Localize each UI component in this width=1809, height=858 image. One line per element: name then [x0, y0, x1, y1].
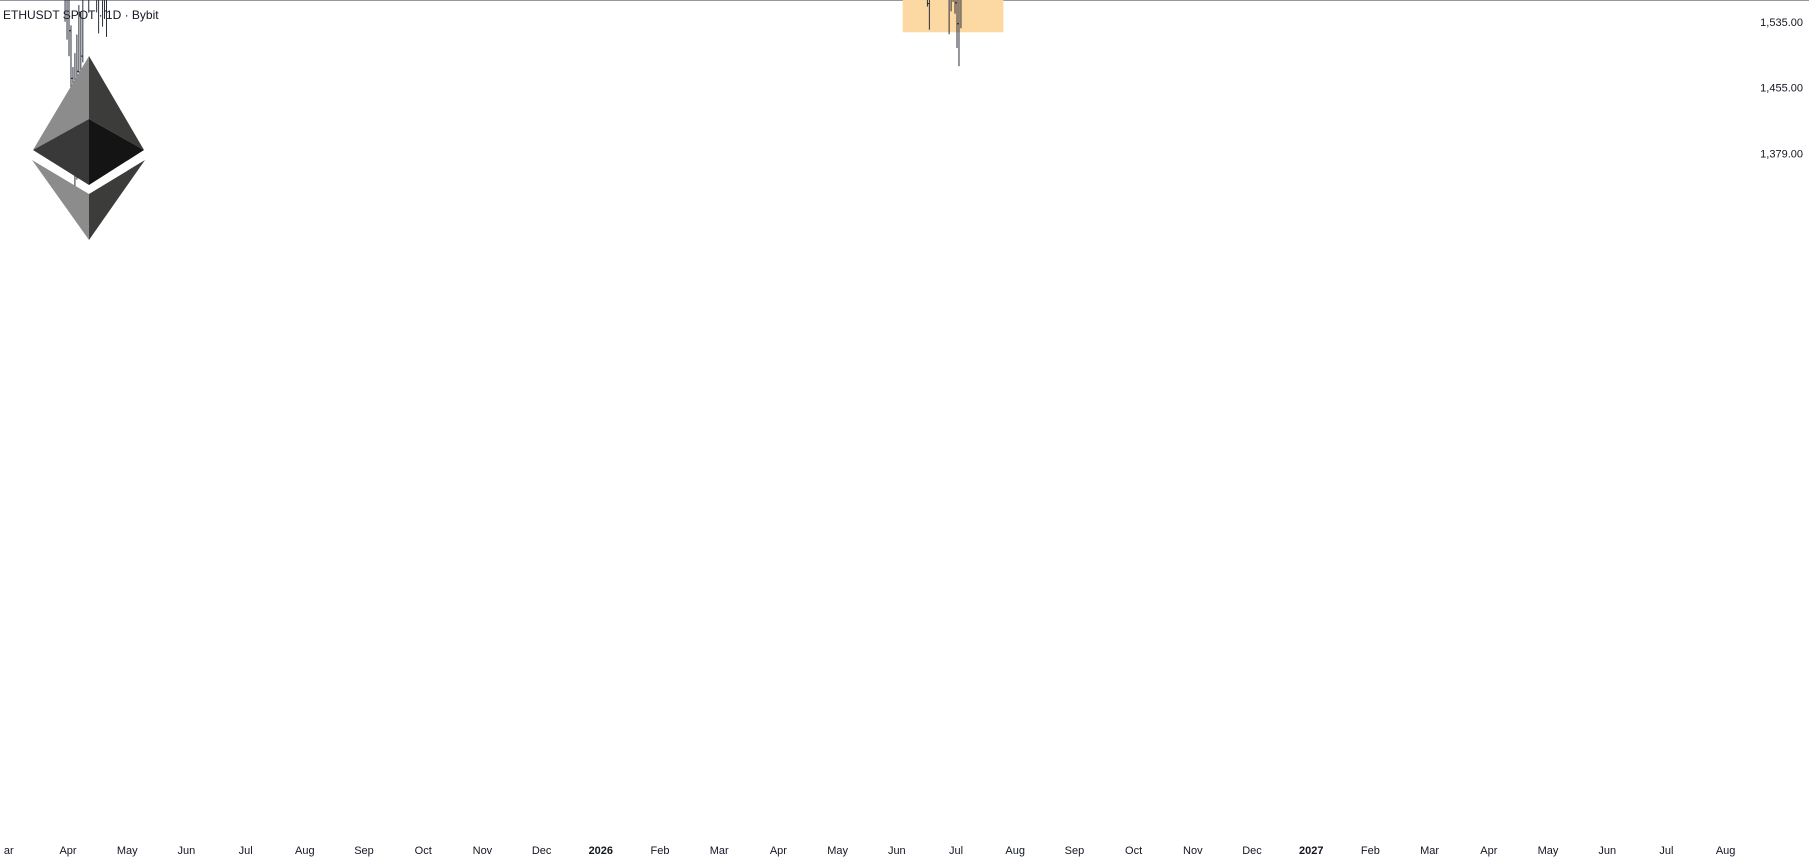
time-tick-label: Dec [1242, 845, 1262, 857]
price-bar [927, 0, 930, 30]
time-tick-label: Feb [1361, 845, 1380, 857]
price-tick-label: 1,535.00 [1760, 17, 1803, 29]
price-bar [96, 0, 98, 13]
price-tick-label: 1,455.00 [1760, 83, 1803, 95]
price-bar [104, 0, 107, 19]
price-bar [66, 0, 68, 40]
time-tick-label: Apr [59, 845, 76, 857]
time-tick-label: Apr [1480, 845, 1497, 857]
price-bar [98, 0, 100, 34]
time-tick-label: Jul [239, 845, 253, 857]
time-tick-label: Sep [354, 845, 374, 857]
time-tick-label: 2027 [1299, 845, 1323, 857]
price-bar [77, 5, 81, 73]
time-tick-label: Feb [651, 845, 670, 857]
time-tick-label: Aug [295, 845, 315, 857]
price-bar [960, 0, 962, 29]
time-tick-label: May [827, 845, 848, 857]
time-tick-label: Dec [532, 845, 552, 857]
time-tick-label: Apr [770, 845, 787, 857]
price-bar [102, 0, 104, 27]
price-bar [68, 0, 71, 57]
time-tick-label: Sep [1065, 845, 1085, 857]
time-tick-label: Nov [1183, 845, 1203, 857]
time-tick-label: Nov [473, 845, 493, 857]
time-tick-label: 2026 [589, 845, 613, 857]
price-tick-label: 1,379.00 [1760, 148, 1803, 160]
price-bar [64, 0, 66, 22]
time-tick-label: May [1538, 845, 1559, 857]
time-tick-label: Oct [415, 845, 432, 857]
ethereum-logo-icon [32, 56, 145, 240]
price-axis[interactable]: 5,800.005,400.005,000.004,600.004,200.00… [1760, 0, 1803, 161]
time-tick-label: Mar [1420, 845, 1439, 857]
zones-layer [902, 0, 1004, 33]
time-tick-label: Jun [178, 845, 196, 857]
time-tick-label: May [117, 845, 138, 857]
time-tick-label: Jul [949, 845, 963, 857]
price-bar [88, 0, 90, 13]
orange-zone-2 [902, 0, 1004, 33]
time-tick-label: Jul [1659, 845, 1673, 857]
time-tick-label: Aug [1716, 845, 1736, 857]
time-tick-label: Jun [888, 845, 906, 857]
time-tick-label: ar [4, 845, 14, 857]
time-tick-label: Aug [1005, 845, 1025, 857]
price-bar [957, 0, 960, 67]
price-bar [81, 0, 84, 63]
time-tick-label: Jun [1598, 845, 1616, 857]
time-axis[interactable]: ar Apr May Jun Jul Aug Sep Oct Nov Dec 2026 Feb Mar A… [4, 845, 1735, 857]
price-bar [948, 0, 950, 35]
time-tick-label: Oct [1125, 845, 1142, 857]
price-bar [104, 0, 107, 37]
time-tick-label: Mar [710, 845, 729, 857]
